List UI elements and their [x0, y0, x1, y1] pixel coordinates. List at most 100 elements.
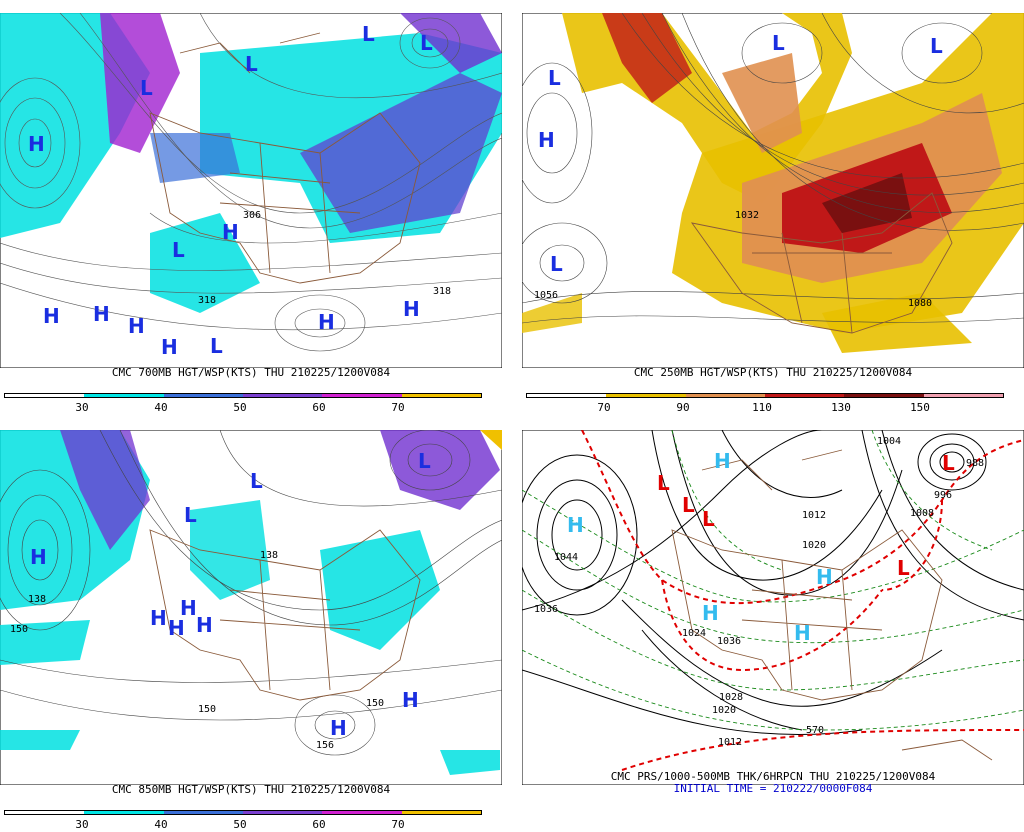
svg-text:1012: 1012: [802, 510, 826, 521]
svg-text:H: H: [93, 302, 110, 326]
svg-text:L: L: [550, 252, 563, 276]
colorbar-segment: [923, 394, 1003, 397]
svg-text:L: L: [772, 31, 785, 55]
colorbar-250mb: [526, 393, 1004, 398]
colorbar-tick: 40: [154, 818, 168, 831]
colorbar-segment: [242, 394, 323, 397]
svg-text:138: 138: [28, 594, 46, 605]
svg-text:L: L: [930, 34, 943, 58]
svg-text:H: H: [402, 688, 419, 712]
svg-text:1036: 1036: [717, 636, 741, 647]
map-prs-svg: H H H H H L L L L L 1004 1044 1036 1012 …: [522, 430, 1024, 785]
svg-text:996: 996: [934, 490, 952, 501]
colorbar-segment: [322, 811, 402, 814]
colorbar-tick: 30: [75, 818, 89, 831]
colorbar-segment: [764, 394, 845, 397]
svg-text:1044: 1044: [554, 552, 578, 563]
colorbar-tick: 110: [752, 401, 772, 414]
svg-text:H: H: [403, 297, 420, 321]
svg-text:1032: 1032: [735, 210, 759, 221]
colorbar-segment: [606, 394, 686, 397]
svg-text:156: 156: [316, 740, 334, 751]
colorbar-segment: [527, 394, 607, 397]
svg-text:L: L: [657, 471, 670, 495]
caption-prs: CMC PRS/1000-500MB THK/6HRPCN THU 210225…: [610, 770, 936, 783]
svg-text:306: 306: [243, 210, 261, 221]
colorbar-segment: [163, 394, 243, 397]
colorbar-segment: [5, 394, 85, 397]
svg-text:H: H: [714, 449, 731, 473]
colorbar-ticks-850mb: 30 40 50 60 70: [0, 818, 502, 832]
svg-text:1028: 1028: [719, 692, 743, 703]
svg-text:H: H: [30, 545, 47, 569]
svg-text:1020: 1020: [712, 705, 736, 716]
colorbar-segment: [5, 811, 85, 814]
svg-text:1004: 1004: [877, 436, 901, 447]
colorbar-tick: 150: [910, 401, 930, 414]
svg-text:L: L: [184, 503, 197, 527]
colorbar-tick: 30: [75, 401, 89, 414]
svg-text:L: L: [210, 334, 223, 358]
svg-text:1036: 1036: [534, 604, 558, 615]
map-850mb: H H H H H H H L L L 138 150 150 156 138 …: [0, 430, 502, 785]
svg-text:570: 570: [806, 725, 824, 736]
svg-text:L: L: [245, 52, 258, 76]
svg-text:L: L: [702, 507, 715, 531]
colorbar-tick: 50: [233, 818, 247, 831]
caption-700mb: CMC 700MB HGT/WSP(KTS) THU 210225/1200V0…: [111, 366, 391, 379]
colorbar-ticks-250mb: 70 90 110 130 150: [522, 401, 1024, 415]
colorbar-tick: 40: [154, 401, 168, 414]
svg-text:H: H: [816, 565, 833, 589]
svg-text:L: L: [250, 469, 263, 493]
svg-text:150: 150: [10, 624, 28, 635]
svg-text:H: H: [161, 335, 178, 359]
svg-text:H: H: [43, 304, 60, 328]
svg-text:318: 318: [198, 295, 216, 306]
svg-text:H: H: [318, 310, 335, 334]
colorbar-ticks-700mb: 30 40 50 60 70: [0, 401, 502, 415]
svg-text:L: L: [548, 66, 561, 90]
svg-text:L: L: [362, 22, 375, 46]
colorbar-tick: 70: [391, 818, 405, 831]
map-prs: H H H H H L L L L L 1004 1044 1036 1012 …: [522, 430, 1024, 785]
colorbar-segment: [84, 811, 164, 814]
svg-text:H: H: [330, 716, 347, 740]
svg-text:1056: 1056: [534, 290, 558, 301]
svg-text:1008: 1008: [910, 508, 934, 519]
colorbar-segment: [401, 394, 481, 397]
colorbar-segment: [163, 811, 243, 814]
panel-prs: H H H H H L L L L L 1004 1044 1036 1012 …: [522, 430, 1024, 817]
map-250mb-svg: H L L L L 1032 1056 1080: [522, 13, 1024, 368]
svg-text:H: H: [538, 128, 555, 152]
svg-text:138: 138: [260, 550, 278, 561]
svg-text:150: 150: [366, 698, 384, 709]
colorbar-tick: 90: [676, 401, 690, 414]
svg-text:H: H: [196, 613, 213, 637]
svg-text:H: H: [567, 513, 584, 537]
panel-250mb: H L L L L 1032 1056 1080 CMC 250MB HGT/W…: [522, 13, 1024, 414]
colorbar-tick: 60: [312, 818, 326, 831]
colorbar-segment: [401, 811, 481, 814]
svg-text:L: L: [682, 493, 695, 517]
svg-text:988: 988: [966, 458, 984, 469]
svg-text:1080: 1080: [908, 298, 932, 309]
svg-text:1024: 1024: [682, 628, 706, 639]
map-700mb-svg: H H H H H H H H L L L L L L 306 318 318: [0, 13, 502, 368]
colorbar-850mb: [4, 810, 482, 815]
colorbar-segment: [242, 811, 323, 814]
colorbar-segment: [685, 394, 765, 397]
svg-text:L: L: [420, 31, 433, 55]
panel-850mb: H H H H H H H L L L 138 150 150 156 138 …: [0, 430, 502, 831]
svg-text:L: L: [897, 556, 910, 580]
colorbar-tick: 70: [597, 401, 611, 414]
colorbar-tick: 70: [391, 401, 405, 414]
svg-text:318: 318: [433, 286, 451, 297]
map-850mb-svg: H H H H H H H L L L 138 150 150 156 138 …: [0, 430, 502, 785]
caption-initial-time: INITIAL TIME = 210222/0000F084: [673, 782, 873, 795]
colorbar-tick: 50: [233, 401, 247, 414]
svg-text:H: H: [128, 314, 145, 338]
svg-text:L: L: [942, 451, 955, 475]
colorbar-700mb: [4, 393, 482, 398]
svg-text:H: H: [222, 220, 239, 244]
svg-text:H: H: [794, 621, 811, 645]
